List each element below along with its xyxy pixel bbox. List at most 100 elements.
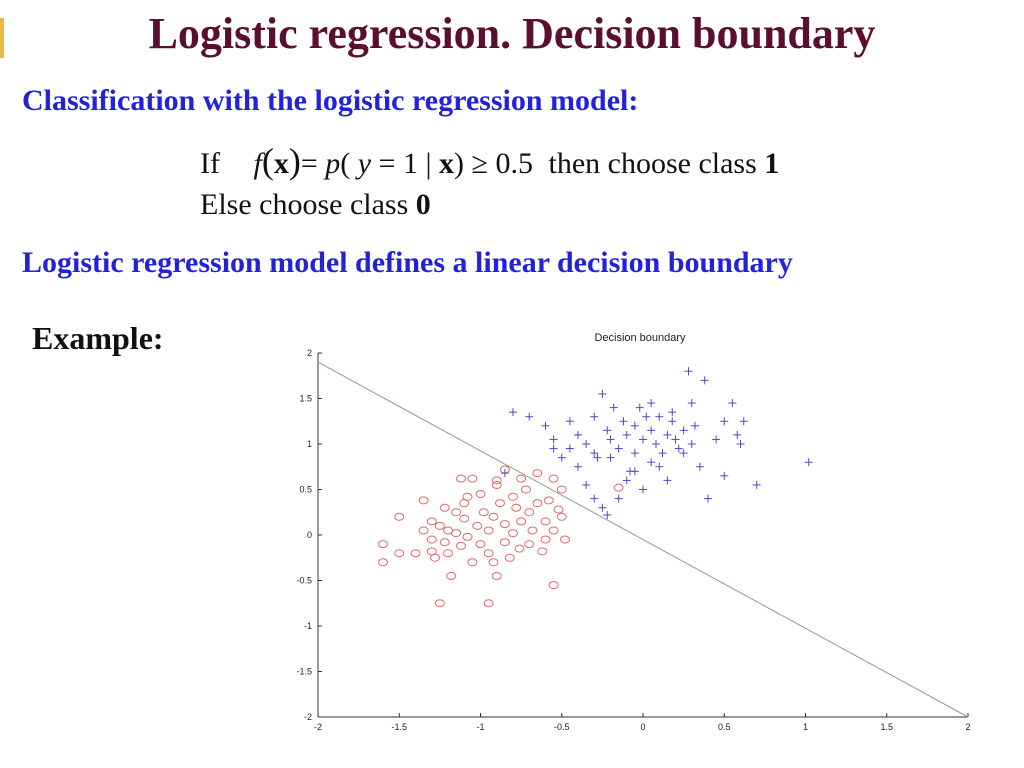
class-1-point — [565, 417, 574, 426]
class-0-point — [613, 483, 624, 492]
class-1-point — [752, 480, 761, 489]
class-1-point — [614, 494, 623, 503]
class-0-point — [514, 544, 525, 553]
class-0-point — [516, 517, 527, 526]
class-1-point — [549, 444, 558, 453]
class-0-point — [451, 529, 462, 538]
class-0-point — [527, 526, 538, 535]
subheading-linear-boundary: Logistic regression model defines a line… — [22, 246, 793, 279]
class-0-point — [504, 553, 515, 562]
class-1-point — [635, 403, 644, 412]
class-0-point — [491, 476, 502, 485]
class-1-point — [687, 399, 696, 408]
class-0-point — [472, 521, 483, 530]
class-0-point — [418, 526, 429, 535]
class-1-point — [606, 435, 615, 444]
y-tick-label: -1.5 — [296, 667, 312, 677]
class-1-point — [647, 458, 656, 467]
class-0-point — [495, 499, 505, 508]
class-0-point — [483, 549, 494, 558]
class-0-point — [543, 496, 554, 505]
class-1-point — [733, 430, 742, 439]
class-1-point — [574, 430, 582, 439]
class-0-point — [521, 485, 531, 494]
class-0-point — [556, 512, 567, 521]
class-1-point — [691, 421, 699, 430]
y-tick-label: -0.5 — [296, 576, 312, 586]
class-0-point — [378, 558, 388, 567]
then-text: then choose class — [548, 147, 757, 180]
class-0-point — [426, 535, 437, 544]
class-1-point — [565, 444, 574, 453]
example-label: Example: — [32, 320, 164, 356]
class-0-point — [426, 517, 437, 526]
class-0-point — [508, 492, 518, 501]
class-1-point — [663, 430, 672, 439]
x-tick-label: -1 — [476, 722, 484, 732]
class-0-point — [446, 571, 457, 580]
class-0-point — [410, 549, 421, 558]
class-1-point — [712, 435, 721, 444]
class-1-point — [695, 462, 704, 471]
class-1-point — [622, 476, 631, 485]
class-1-point — [557, 453, 566, 462]
class-1-point — [630, 449, 639, 458]
x-tick-label: -1.5 — [391, 722, 407, 732]
class-0-point — [439, 538, 450, 547]
class-0-point — [491, 571, 502, 580]
y-tick-label: 0 — [307, 530, 312, 540]
class-1-point — [614, 444, 623, 453]
class-0-point — [467, 558, 478, 567]
class-1-point — [574, 462, 582, 471]
class-1-point — [739, 417, 748, 426]
y-tick-label: 0.5 — [299, 485, 312, 495]
class-0-point — [443, 549, 453, 558]
class-0-point — [394, 512, 405, 521]
class-1-point — [639, 485, 647, 494]
class-1-point — [668, 417, 677, 426]
class-0-point — [478, 508, 489, 517]
class-1-point — [622, 430, 631, 439]
class-0-point — [459, 514, 470, 523]
y-tick-label: 1.5 — [299, 394, 312, 404]
class-0-point — [488, 512, 499, 521]
class-1-point — [590, 494, 599, 503]
class-0-points — [378, 465, 624, 608]
decision-boundary-chart: Decision boundary -2 -1.5 -1 -0.5 0 0.5 1 1.5 2-… — [296, 332, 970, 732]
class-1-point — [590, 412, 599, 421]
class-1-point — [549, 435, 558, 444]
chart-ticks: -2 -1.5 -1 -0.5 0 0.5 1 1.5 2 -2 -1.5 -1 -0.5 0 0.5 1 1.… — [296, 348, 970, 732]
class-0-point — [499, 520, 510, 529]
class-0-point — [434, 521, 445, 530]
class-1-point — [639, 435, 647, 444]
class-1-point — [598, 503, 607, 512]
class-1-point — [642, 412, 651, 421]
class-1-point — [655, 462, 664, 471]
x-tick-label: 0 — [640, 722, 645, 732]
x-tick-label: -0.5 — [554, 722, 570, 732]
class-0-point — [475, 540, 486, 549]
class-1-point — [652, 440, 660, 448]
class-0-point — [524, 540, 535, 549]
class-1-point — [603, 510, 612, 519]
class-0-point — [475, 490, 486, 499]
y-tick-label: -2 — [304, 712, 312, 722]
class-1-point — [700, 376, 709, 385]
y-tick-label: -1 — [304, 621, 312, 631]
class-1-point — [582, 480, 591, 489]
x-tick-label: 1 — [803, 722, 808, 732]
class-1-point — [593, 453, 602, 462]
decision-boundary-line — [317, 361, 969, 718]
class-1-point — [720, 471, 729, 480]
class-1-point — [541, 421, 550, 430]
class-1-point — [603, 426, 612, 435]
class-0-point — [488, 558, 499, 567]
class-1-point — [509, 408, 517, 417]
probability-formula: f(x)= p( y = 1 | x) ≥ 0.5 — [253, 141, 541, 181]
class-0-point — [508, 529, 518, 538]
if-word: If — [200, 147, 220, 180]
class-1-point — [674, 444, 683, 453]
class-1-point — [704, 494, 712, 503]
x-tick-label: 0.5 — [718, 722, 731, 732]
class-1-point — [647, 399, 656, 408]
